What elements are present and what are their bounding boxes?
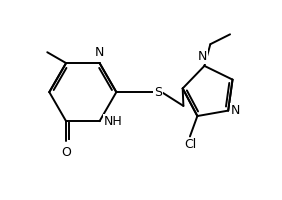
Text: N: N bbox=[231, 104, 241, 117]
Text: Cl: Cl bbox=[184, 138, 196, 151]
Text: N: N bbox=[198, 50, 207, 63]
Text: N: N bbox=[95, 46, 104, 59]
Text: O: O bbox=[61, 146, 71, 159]
Text: S: S bbox=[154, 86, 162, 99]
Text: NH: NH bbox=[103, 115, 122, 128]
